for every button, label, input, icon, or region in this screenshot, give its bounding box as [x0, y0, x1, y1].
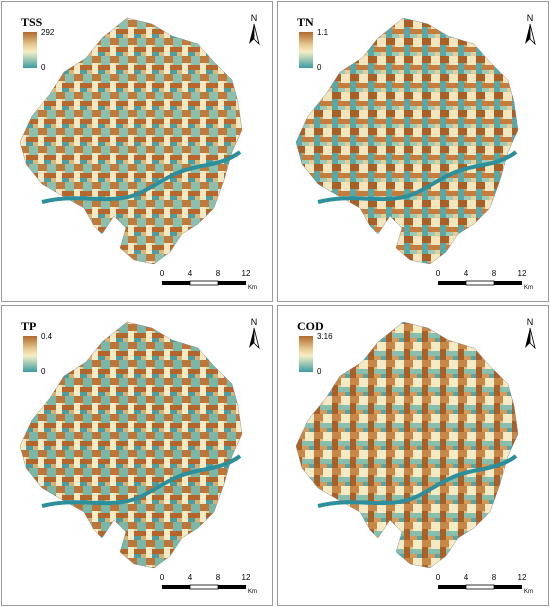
river: [317, 454, 518, 508]
north-arrow-icon: N: [249, 317, 260, 350]
scale-tick-4: 4: [187, 573, 193, 582]
color-ramp-legend: [23, 32, 37, 68]
map-panel-tn: TN 1.1 0 N 0 4 8 12 Km: [277, 1, 549, 302]
map-cod: [295, 321, 519, 569]
legend-max-value: 3.16: [317, 332, 333, 341]
scale-segments: [162, 280, 246, 286]
color-ramp-legend: [299, 32, 313, 68]
map-panel-tp: TP 0.4 0 N 0 4 8 12 Km: [1, 305, 273, 606]
north-arrow-icon: N: [249, 13, 260, 46]
scale-tick-4: 4: [463, 269, 469, 278]
river: [317, 150, 518, 204]
scale-segments: [438, 280, 522, 286]
legend-max-value: 0.4: [41, 332, 53, 341]
scale-unit: Km: [248, 285, 257, 291]
north-label: N: [527, 317, 534, 327]
scale-segments: [162, 584, 246, 590]
map-panel-cod: COD 3.16 0 N 0 4 8 12 Km: [277, 305, 549, 606]
scale-tick-12: 12: [241, 269, 251, 278]
city-region: [19, 321, 243, 569]
scale-tick-4: 4: [187, 269, 193, 278]
map-tn: [295, 17, 519, 265]
north-label: N: [527, 13, 534, 23]
north-arrow-icon: N: [525, 13, 536, 46]
scale-tick-0: 0: [159, 269, 165, 278]
scale-tick-8: 8: [215, 573, 221, 582]
scale-tick-8: 8: [491, 573, 497, 582]
legend-min-value: 0: [41, 367, 46, 376]
map-panel-tss: TSS 292 0 N 0 4 8 12 Km: [1, 1, 273, 302]
north-arrow-icon: N: [525, 317, 536, 350]
scale-tick-12: 12: [241, 573, 251, 582]
variable-label: TP: [21, 319, 37, 333]
scale-tick-8: 8: [215, 269, 221, 278]
scale-tick-4: 4: [463, 573, 469, 582]
variable-label: COD: [297, 319, 324, 333]
variable-label: TN: [297, 15, 314, 29]
legend-min-value: 0: [317, 367, 322, 376]
scale-tick-0: 0: [435, 573, 441, 582]
city-region: [19, 17, 243, 265]
map-tss: [19, 17, 243, 265]
scale-tick-12: 12: [517, 269, 527, 278]
scale-tick-0: 0: [159, 573, 165, 582]
scale-bar: 0 4 8 12 Km: [435, 269, 533, 293]
scale-tick-8: 8: [491, 269, 497, 278]
scale-bar: 0 4 8 12 Km: [435, 573, 533, 597]
river: [41, 454, 242, 508]
scale-bar: 0 4 8 12 Km: [159, 573, 257, 597]
scale-tick-0: 0: [435, 269, 441, 278]
north-label: N: [251, 317, 258, 327]
color-ramp-legend: [299, 336, 313, 372]
city-region: [295, 321, 519, 569]
scale-unit: Km: [248, 589, 257, 595]
north-label: N: [251, 13, 258, 23]
legend-min-value: 0: [317, 63, 322, 72]
river: [41, 150, 242, 204]
legend-min-value: 0: [41, 63, 46, 72]
scale-segments: [438, 584, 522, 590]
scale-unit: Km: [524, 285, 533, 291]
map-tp: [19, 321, 243, 569]
legend-max-value: 1.1: [317, 28, 329, 37]
scale-tick-12: 12: [517, 573, 527, 582]
color-ramp-legend: [23, 336, 37, 372]
scale-bar: 0 4 8 12 Km: [159, 269, 257, 293]
legend-max-value: 292: [41, 28, 55, 37]
scale-unit: Km: [524, 589, 533, 595]
variable-label: TSS: [21, 15, 43, 29]
city-region: [295, 17, 519, 265]
